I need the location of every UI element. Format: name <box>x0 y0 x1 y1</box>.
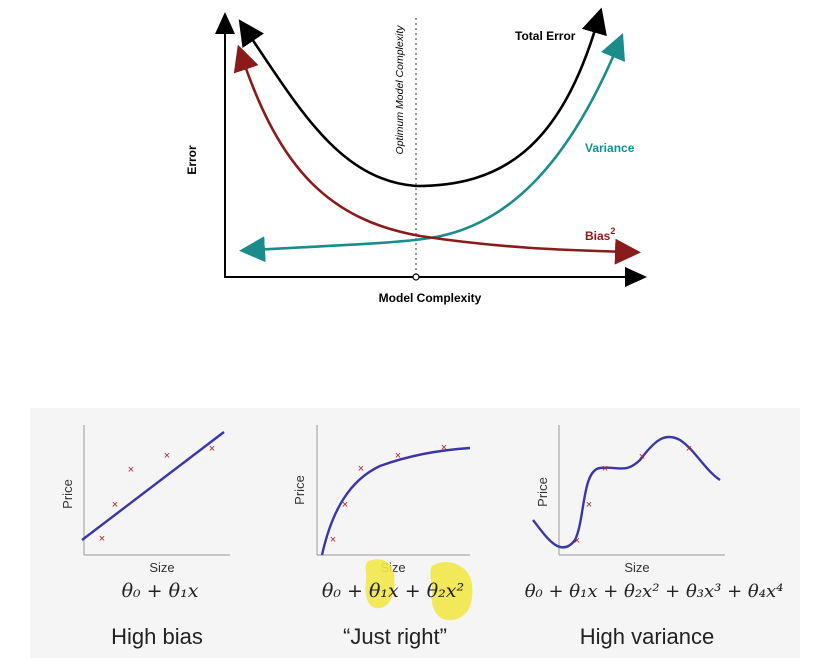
panel1-caption: High bias <box>111 624 203 649</box>
data-point: × <box>330 534 336 546</box>
panel3-y-label: Price <box>535 477 550 507</box>
highlight-1 <box>365 559 395 609</box>
data-point: × <box>441 442 447 454</box>
total-error-curve <box>238 7 607 188</box>
panel-high-variance: Price Size × × × × × θ₀ + θ₁x + θ₂x² + θ… <box>525 425 784 649</box>
bias-curve <box>233 44 641 265</box>
bias-label: Bias2 <box>585 226 615 243</box>
optimum-marker <box>412 273 420 281</box>
data-point: × <box>128 464 134 476</box>
panel3-fit-curve <box>532 435 721 549</box>
bias-variance-diagram: Error Model Complexity Optimum Model Com… <box>185 7 647 305</box>
data-point: × <box>99 533 105 545</box>
data-point: × <box>686 443 692 455</box>
total-error-label: Total Error <box>515 29 576 43</box>
bias-label-text: Bias <box>585 229 611 243</box>
panel2-caption: “Just right” <box>343 624 447 649</box>
data-point: × <box>342 499 348 511</box>
data-point: × <box>574 535 580 547</box>
data-point: × <box>112 499 118 511</box>
bottom-panel-background <box>30 408 800 658</box>
data-point: × <box>602 463 608 475</box>
highlight-2 <box>430 562 473 621</box>
panel3-caption: High variance <box>580 624 715 649</box>
panel2-fit-curve <box>320 446 471 556</box>
panel-just-right: Price Size × × × × × θ₀ + θ₁x + θ₂x² “Ju… <box>292 425 473 649</box>
panel2-formula: θ₀ + θ₁x + θ₂x² <box>322 580 464 602</box>
y-axis-label: Error <box>185 145 199 175</box>
data-point: × <box>395 450 401 462</box>
panel1-x-label: Size <box>149 560 174 575</box>
data-point: × <box>209 443 215 455</box>
panel1-fit-line <box>81 431 225 541</box>
bias-label-superscript: 2 <box>610 226 615 236</box>
panel2-data-points: × × × × × <box>330 442 447 546</box>
panel2-y-label: Price <box>292 475 307 505</box>
variance-label: Variance <box>585 141 635 155</box>
panel3-x-label: Size <box>624 560 649 575</box>
data-point: × <box>639 451 645 463</box>
panel3-formula: θ₀ + θ₁x + θ₂x² + θ₃x³ + θ₄x⁴ <box>525 581 784 602</box>
panel-high-bias: Price Size × × × × × θ₀ + θ₁x High bias <box>60 425 230 649</box>
data-point: × <box>164 450 170 462</box>
data-point: × <box>586 499 592 511</box>
optimum-label: Optimum Model Complexity <box>394 25 406 155</box>
highlighter-marks <box>365 559 473 621</box>
panel1-data-points: × × × × × <box>99 443 215 545</box>
variance-curve <box>239 33 625 263</box>
panel1-formula: θ₀ + θ₁x <box>122 580 199 602</box>
panel3-data-points: × × × × × <box>574 443 692 547</box>
panel1-y-label: Price <box>60 479 75 509</box>
x-axis-label: Model Complexity <box>379 291 482 305</box>
data-point: × <box>358 463 364 475</box>
